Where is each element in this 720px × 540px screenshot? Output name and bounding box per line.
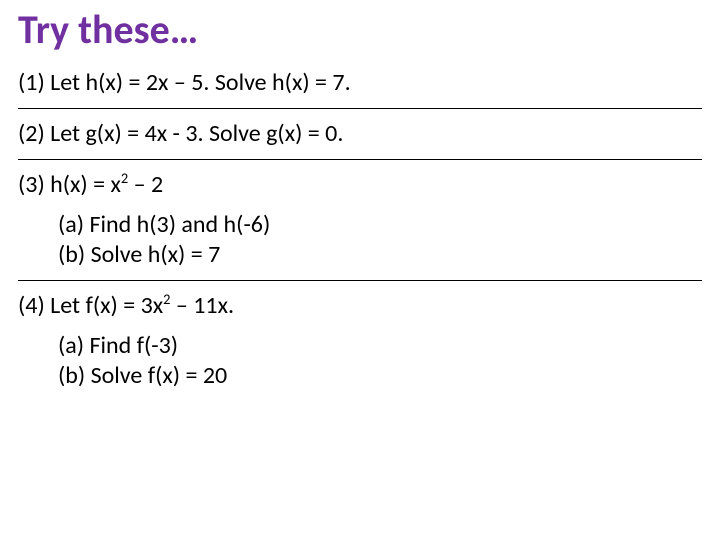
problem-4-part-a: (a) Find f(-3) xyxy=(58,331,702,361)
problem-3-part-b: (b) Solve h(x) = 7 xyxy=(58,240,702,270)
problem-3-stem-a: (3) h(x) = x xyxy=(18,170,121,199)
slide: Try these… (1) Let h(x) = 2x – 5. Solve … xyxy=(0,0,720,540)
problem-4: (4) Let f(x) = 3x2 – 11x. (a) Find f(-3)… xyxy=(18,281,702,401)
problem-1: (1) Let h(x) = 2x – 5. Solve h(x) = 7. xyxy=(18,58,702,109)
problem-4-stem-a: (4) Let f(x) = 3x xyxy=(18,291,163,320)
problem-3-part-a: (a) Find h(3) and h(-6) xyxy=(58,210,702,240)
problem-3: (3) h(x) = x2 – 2 (a) Find h(3) and h(-6… xyxy=(18,160,702,281)
problem-4-part-b: (b) Solve f(x) = 20 xyxy=(58,361,702,391)
problem-3-stem-b: – 2 xyxy=(128,170,163,199)
slide-title: Try these… xyxy=(18,8,702,52)
problem-4-stem-b: – 11x. xyxy=(170,291,234,320)
problem-2: (2) Let g(x) = 4x - 3. Solve g(x) = 0. xyxy=(18,109,702,160)
